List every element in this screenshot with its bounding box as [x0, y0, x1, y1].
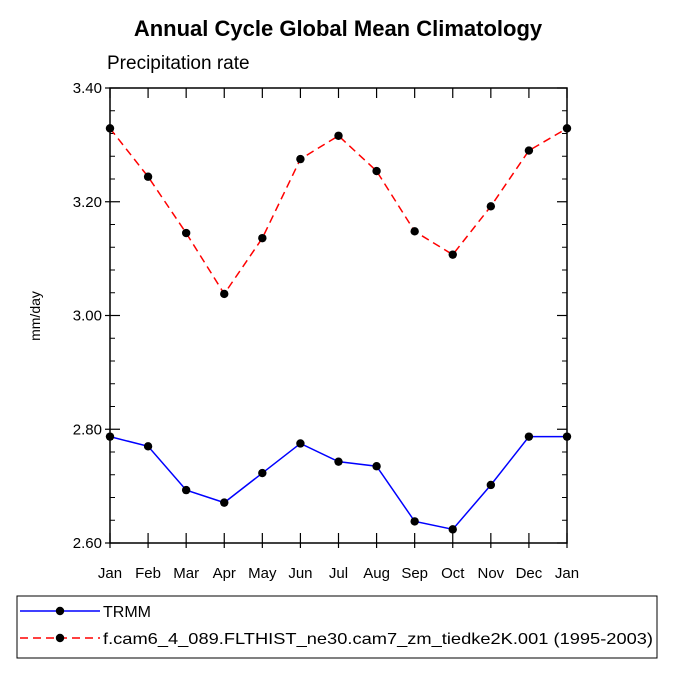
x-tick-label: Feb: [135, 565, 161, 582]
series-line-1: [109, 127, 568, 296]
data-point-0: [486, 480, 496, 490]
data-point-1: [181, 228, 191, 238]
x-tick-labels: Jan Feb Mar Apr May Jun Jul Aug Sep Oct Nov Dec Jan: [98, 565, 579, 582]
x-tick-label: Jan: [555, 565, 579, 582]
x-tick-label: Mar: [173, 565, 199, 582]
legend-frame: [16, 595, 658, 659]
x-tick-label: Jun: [288, 565, 312, 582]
legend-marker-trmm: [55, 606, 65, 616]
x-tick-label: Jan: [98, 565, 122, 582]
y-tick-label: 3.20: [73, 194, 102, 211]
legend-item-trmm: TRMM: [20, 604, 151, 621]
data-point-1: [410, 227, 419, 236]
data-point-1: [334, 131, 343, 140]
legend-item-model: f.cam6_4_089.FLTHIST_ne30.cam7_zm_tiedke…: [20, 631, 653, 648]
plot-frame: [109, 87, 568, 544]
y-tick-label: 3.40: [73, 80, 102, 97]
data-point-0: [258, 468, 267, 478]
data-point-1: [296, 154, 305, 164]
data-point-0: [448, 525, 457, 534]
data-point-0: [334, 457, 343, 466]
series-line-0: [109, 435, 567, 531]
plot-series: [105, 124, 572, 534]
chart-subtitle: Precipitation rate: [107, 53, 250, 74]
data-point-1: [448, 250, 457, 259]
data-point-1: [220, 289, 229, 299]
y-tick-label: 2.80: [73, 421, 102, 438]
x-tick-label: Aug: [363, 565, 390, 582]
legend-label-trmm: TRMM: [103, 604, 151, 621]
y-tick-label: 2.60: [73, 535, 102, 552]
x-tick-label: Apr: [213, 565, 236, 582]
data-point-1: [524, 146, 534, 155]
data-point-0: [143, 442, 153, 451]
data-point-0: [372, 462, 381, 471]
x-tick-label: Dec: [516, 565, 543, 582]
legend-label-model: f.cam6_4_089.FLTHIST_ne30.cam7_zm_tiedke…: [103, 631, 653, 648]
data-point-0: [524, 432, 534, 441]
data-point-1: [143, 172, 153, 181]
x-tick-label: Oct: [441, 565, 465, 582]
legend: TRMM f.cam6_4_089.FLTHIST_ne30.cam7_zm_t…: [16, 595, 658, 659]
data-point-1: [372, 166, 381, 176]
x-tick-label: Jul: [329, 565, 348, 582]
data-point-0: [181, 485, 191, 495]
data-point-1: [258, 233, 267, 243]
y-tick-label: 3.00: [73, 308, 102, 325]
x-tick-label: Nov: [477, 565, 504, 582]
y-tick-labels: 2.60 2.80 3.00 3.20 3.40: [73, 80, 102, 552]
x-tick-label: Sep: [401, 565, 428, 582]
y-axis-label: mm/day: [27, 291, 43, 341]
legend-marker-model: [55, 633, 65, 643]
data-point-0: [410, 517, 419, 526]
x-tick-label: May: [248, 565, 277, 582]
chart-title: Annual Cycle Global Mean Climatology: [134, 16, 543, 41]
data-point-1: [486, 202, 496, 211]
data-point-0: [220, 498, 229, 507]
axes-ticks: [105, 87, 568, 548]
data-point-0: [296, 439, 305, 448]
